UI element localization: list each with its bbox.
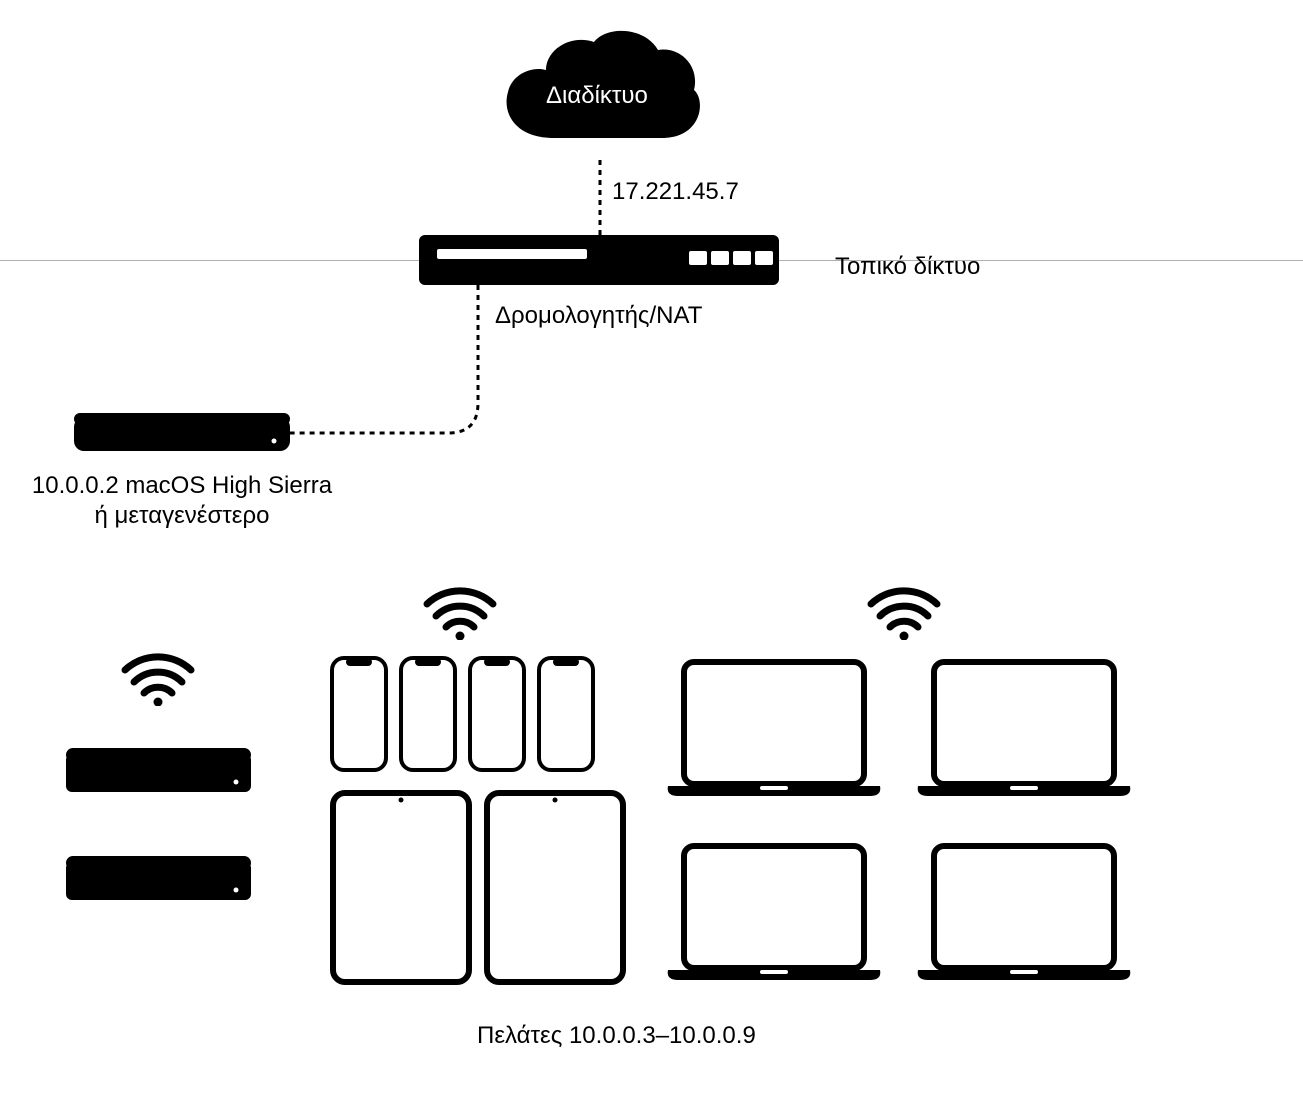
wan-ip-label: 17.221.45.7: [612, 178, 739, 206]
client-settop-icon: [66, 856, 251, 904]
client-laptop-icon: [666, 842, 882, 982]
server-label-line1: 10.0.0.2 macOS High Sierra: [12, 472, 352, 500]
router-nat-label: Δρομολογητής/NAT: [495, 302, 702, 330]
client-settop-icon: [66, 748, 251, 796]
wifi-icon: [120, 650, 196, 706]
server-label-line2: ή μεταγενέστερο: [12, 502, 352, 530]
client-phone-icon: [399, 656, 457, 772]
client-phone-icon: [537, 656, 595, 772]
internet-label: Διαδίκτυο: [546, 82, 648, 110]
local-network-label: Τοπικό δίκτυο: [835, 253, 980, 281]
link-cloud-router: [598, 160, 602, 236]
client-laptop-icon: [916, 658, 1132, 798]
client-laptop-icon: [666, 658, 882, 798]
wifi-icon: [422, 584, 498, 640]
network-diagram: Διαδίκτυο 17.221.45.7 Τοπικό δίκτυο Δρομ…: [0, 0, 1303, 1096]
client-tablet-icon: [330, 790, 472, 985]
wifi-icon: [866, 584, 942, 640]
clients-range-label: Πελάτες 10.0.0.3–10.0.0.9: [477, 1022, 756, 1050]
server-icon: [74, 413, 290, 455]
client-laptop-icon: [916, 842, 1132, 982]
client-phone-icon: [330, 656, 388, 772]
client-phone-icon: [468, 656, 526, 772]
link-router-server: [288, 285, 482, 437]
client-tablet-icon: [484, 790, 626, 985]
router-icon: [419, 235, 779, 285]
